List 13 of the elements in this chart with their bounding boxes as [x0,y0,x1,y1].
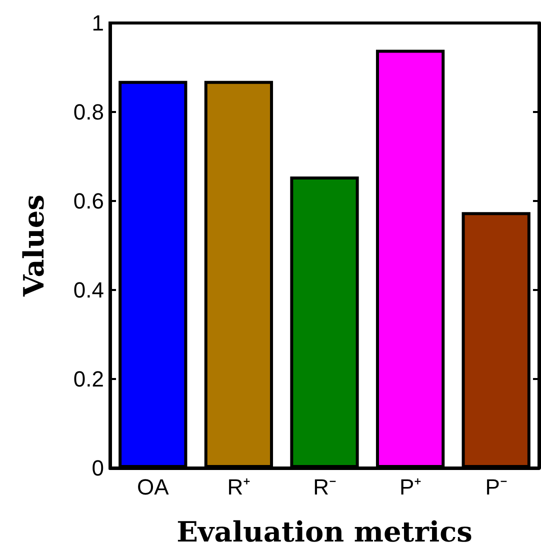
y-tick-label: 0.4 [73,278,104,302]
y-tick-label: 0.6 [73,188,104,214]
y-tick-label: 1 [92,10,104,36]
y-tick-label: 0.2 [73,366,104,392]
y-axis-title: Values [18,194,50,298]
x-tick-label: OA [137,474,170,500]
x-tick-label: R⁺ [227,474,250,500]
y-tick-label: 0 [92,456,104,480]
y-tick-label: 0.8 [73,100,104,124]
x-axis-title: Evaluation metrics [176,516,472,548]
x-tick-label: P⁺ [399,474,422,500]
x-tick-label: P⁻ [485,474,507,500]
x-tick-label: R⁻ [313,474,336,500]
